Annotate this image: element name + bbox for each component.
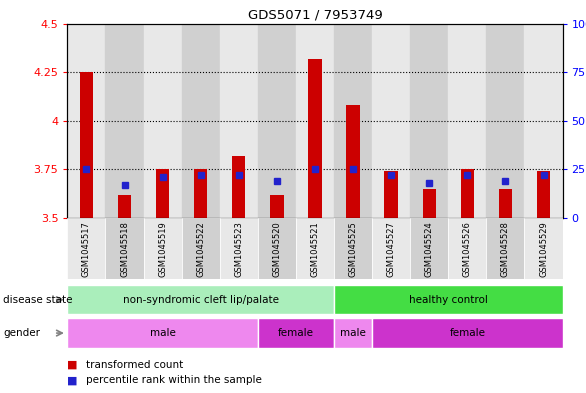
- Text: ■: ■: [67, 360, 78, 370]
- Text: male: male: [149, 328, 176, 338]
- Text: gender: gender: [3, 328, 40, 338]
- Bar: [334, 285, 563, 314]
- Text: GSM1045521: GSM1045521: [311, 221, 319, 277]
- Bar: [67, 318, 258, 348]
- Text: GSM1045518: GSM1045518: [120, 221, 129, 277]
- Text: healthy control: healthy control: [409, 295, 488, 305]
- Bar: [372, 218, 410, 279]
- Text: GSM1045528: GSM1045528: [501, 221, 510, 277]
- Bar: [270, 195, 284, 218]
- Text: female: female: [449, 328, 485, 338]
- Text: disease state: disease state: [3, 295, 73, 305]
- Bar: [144, 218, 182, 279]
- Bar: [67, 24, 105, 218]
- Bar: [486, 24, 524, 218]
- Bar: [182, 24, 220, 218]
- Bar: [296, 24, 334, 218]
- Text: GSM1045523: GSM1045523: [234, 221, 243, 277]
- Bar: [232, 156, 246, 218]
- Bar: [144, 24, 182, 218]
- Bar: [372, 318, 563, 348]
- Bar: [105, 24, 144, 218]
- Bar: [67, 285, 334, 314]
- Bar: [372, 24, 410, 218]
- Text: GSM1045525: GSM1045525: [349, 221, 357, 277]
- Bar: [67, 218, 105, 279]
- Text: female: female: [278, 328, 314, 338]
- Bar: [448, 24, 486, 218]
- Bar: [156, 169, 169, 218]
- Title: GDS5071 / 7953749: GDS5071 / 7953749: [248, 8, 382, 21]
- Bar: [499, 189, 512, 218]
- Bar: [423, 189, 436, 218]
- Bar: [182, 218, 220, 279]
- Bar: [258, 318, 334, 348]
- Bar: [80, 72, 93, 218]
- Text: non-syndromic cleft lip/palate: non-syndromic cleft lip/palate: [122, 295, 279, 305]
- Bar: [194, 169, 207, 218]
- Bar: [410, 24, 448, 218]
- Text: GSM1045527: GSM1045527: [387, 221, 396, 277]
- Bar: [220, 218, 258, 279]
- Bar: [118, 195, 131, 218]
- Text: GSM1045517: GSM1045517: [82, 221, 91, 277]
- Bar: [334, 318, 372, 348]
- Text: GSM1045522: GSM1045522: [196, 221, 205, 277]
- Bar: [524, 24, 563, 218]
- Bar: [220, 24, 258, 218]
- Text: GSM1045520: GSM1045520: [272, 221, 281, 277]
- Text: percentile rank within the sample: percentile rank within the sample: [86, 375, 262, 386]
- Bar: [524, 218, 563, 279]
- Text: GSM1045519: GSM1045519: [158, 221, 167, 277]
- Text: GSM1045526: GSM1045526: [463, 221, 472, 277]
- Bar: [334, 218, 372, 279]
- Text: ■: ■: [67, 375, 78, 386]
- Bar: [258, 24, 296, 218]
- Bar: [334, 24, 372, 218]
- Text: male: male: [340, 328, 366, 338]
- Bar: [384, 171, 398, 218]
- Bar: [448, 218, 486, 279]
- Bar: [105, 218, 144, 279]
- Bar: [537, 171, 550, 218]
- Bar: [410, 218, 448, 279]
- Text: GSM1045524: GSM1045524: [425, 221, 434, 277]
- Text: transformed count: transformed count: [86, 360, 183, 370]
- Bar: [308, 59, 322, 218]
- Bar: [296, 218, 334, 279]
- Text: GSM1045529: GSM1045529: [539, 221, 548, 277]
- Bar: [486, 218, 524, 279]
- Bar: [461, 169, 474, 218]
- Bar: [346, 105, 360, 218]
- Bar: [258, 218, 296, 279]
